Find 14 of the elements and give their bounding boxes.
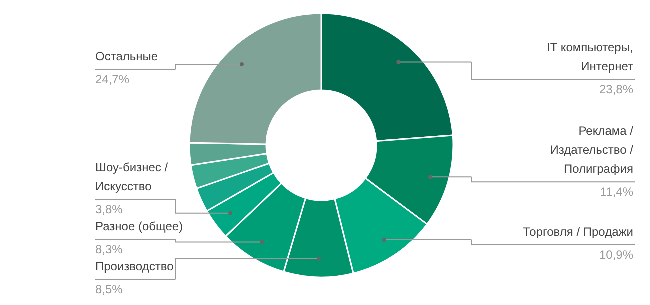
data-label: 10,9% — [599, 248, 634, 262]
slice-label: Шоу-бизнес / Искусство — [96, 160, 169, 194]
data-label: 8,5% — [96, 282, 124, 296]
slice-label: Производство — [96, 260, 174, 274]
data-label: 3,8% — [96, 202, 124, 216]
slice-label: Торговля / Продажи — [523, 224, 634, 239]
data-label: 11,4% — [600, 185, 634, 200]
data-label: 23,8% — [599, 82, 634, 96]
data-label: 8,3% — [96, 242, 124, 256]
data-label: 24,7% — [96, 72, 130, 86]
slice-label: Разное (общее) — [96, 220, 184, 234]
slice-label: Реклама / Издательство / Полиграфия — [550, 124, 634, 176]
slice-label: IT компьютеры, Интернет — [547, 40, 634, 74]
slice-label: Остальные — [96, 49, 158, 64]
